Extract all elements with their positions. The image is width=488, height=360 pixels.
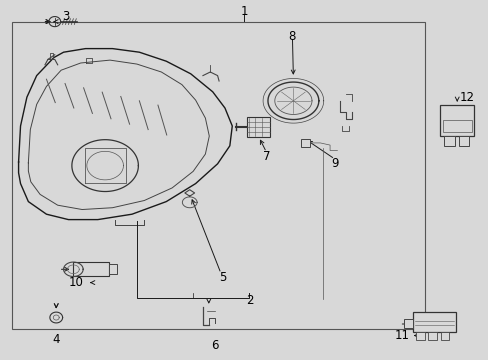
Text: 8: 8 (288, 30, 296, 42)
FancyBboxPatch shape (442, 120, 471, 132)
Text: 7: 7 (262, 150, 270, 163)
FancyBboxPatch shape (404, 319, 412, 328)
Bar (12, 22, 425, 329)
FancyBboxPatch shape (443, 136, 454, 146)
Text: 4: 4 (52, 333, 60, 346)
Text: 6: 6 (211, 339, 219, 352)
FancyBboxPatch shape (439, 105, 473, 136)
FancyBboxPatch shape (73, 262, 108, 276)
FancyBboxPatch shape (108, 264, 117, 274)
FancyBboxPatch shape (415, 332, 424, 340)
Text: 3: 3 (62, 10, 70, 23)
FancyBboxPatch shape (427, 332, 436, 340)
Text: 10: 10 (68, 276, 83, 289)
FancyBboxPatch shape (412, 312, 455, 332)
Text: 1: 1 (240, 5, 248, 18)
Text: 9: 9 (330, 157, 338, 170)
FancyBboxPatch shape (300, 139, 309, 147)
Text: 11: 11 (394, 329, 408, 342)
Text: 2: 2 (245, 294, 253, 307)
FancyBboxPatch shape (440, 332, 448, 340)
FancyBboxPatch shape (458, 136, 468, 146)
FancyBboxPatch shape (246, 117, 270, 137)
Text: 12: 12 (459, 91, 473, 104)
Text: 5: 5 (218, 271, 226, 284)
